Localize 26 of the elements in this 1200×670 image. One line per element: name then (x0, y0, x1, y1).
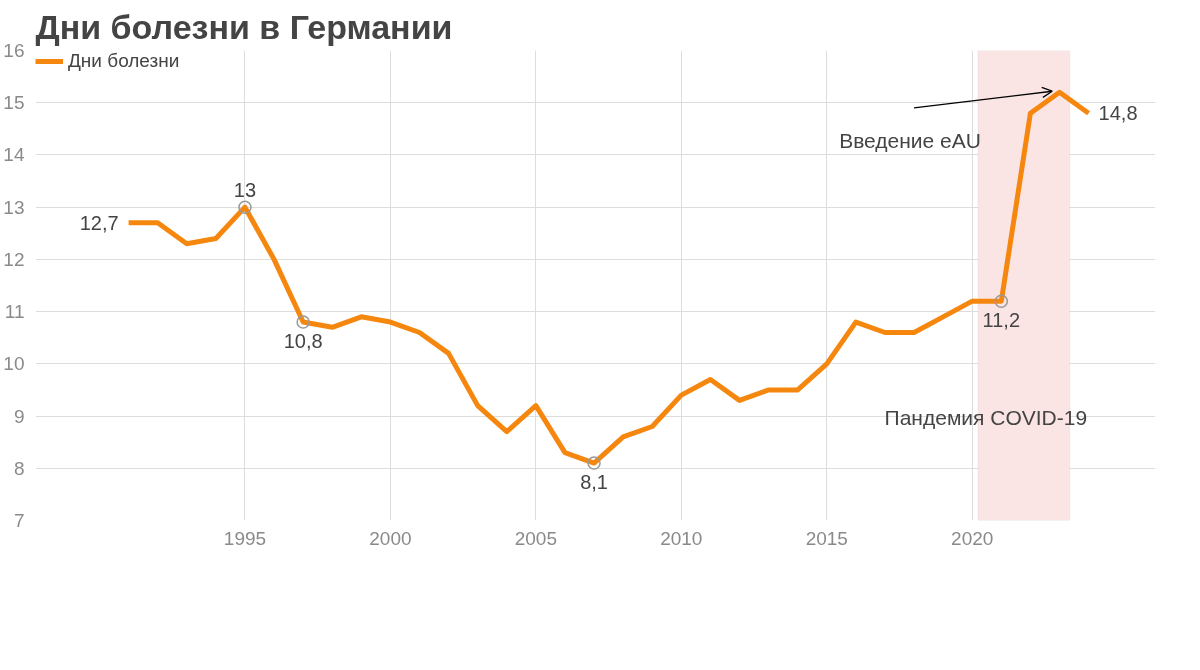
data-label: 14,8 (1098, 102, 1138, 125)
x-tick-label: 2005 (514, 527, 558, 549)
chart-title: Дни болезни в Германии (35, 7, 453, 46)
data-label: 11,2 (982, 309, 1021, 332)
annotation: Введение eAU (839, 129, 981, 153)
y-tick-label: 12 (3, 248, 25, 270)
y-tick-label: 14 (3, 144, 25, 166)
y-tick-label: 9 (13, 405, 25, 427)
band-label: Пандемия COVID-19 (884, 406, 1088, 430)
x-tick-label: 2000 (369, 527, 412, 549)
x-tick-label: 2020 (951, 527, 994, 549)
data-label: 8,1 (580, 471, 608, 494)
y-tick-label: 8 (13, 457, 25, 479)
data-label: 13 (233, 179, 257, 202)
legend-label: Дни болезни (68, 50, 180, 72)
data-label: 12,7 (79, 211, 119, 234)
y-tick-label: 13 (3, 196, 25, 218)
y-tick-label: 16 (3, 40, 25, 61)
y-tick-label: 7 (13, 510, 25, 531)
y-tick-label: 15 (3, 92, 25, 114)
x-tick-label: 2015 (805, 527, 848, 549)
data-label: 10,8 (283, 330, 323, 353)
x-tick-label: 1995 (223, 527, 267, 549)
y-tick-label: 11 (4, 301, 25, 323)
x-tick-label: 2010 (660, 527, 703, 549)
y-tick-label: 10 (3, 353, 25, 375)
